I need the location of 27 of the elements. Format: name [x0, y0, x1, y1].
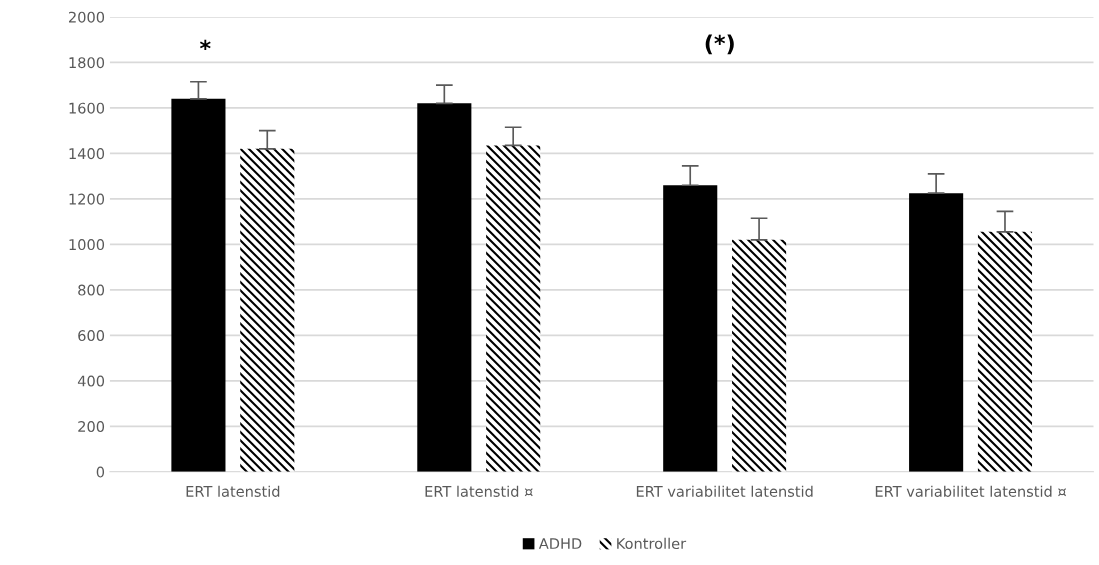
y-tick-label: 1200: [69, 193, 105, 205]
y-tick-label: 1000: [69, 239, 105, 251]
y-tick-label: 400: [77, 375, 105, 387]
legend-label: ADHD: [538, 538, 582, 549]
x-tick-label: ERT latenstid ¤: [425, 485, 533, 497]
y-tick-label: 800: [78, 284, 105, 296]
annotation: (*): [705, 34, 734, 55]
bar: [486, 145, 541, 472]
bar: [240, 148, 295, 472]
bar: [732, 239, 787, 472]
y-tick-label: 1400: [69, 148, 105, 160]
y-tick-label: 1600: [69, 102, 105, 114]
x-tick-label: ERT variabilitet latenstid ¤: [875, 485, 1067, 497]
y-tick-label: 0: [96, 466, 105, 478]
y-tick-label: 1800: [69, 57, 105, 69]
bar: [171, 98, 226, 472]
bar: [417, 103, 472, 472]
y-tick-label: 200: [78, 421, 105, 433]
legend-label: Kontroller: [617, 537, 687, 550]
bar: [663, 185, 718, 472]
bar: [909, 193, 964, 472]
annotation: *: [199, 39, 211, 51]
y-tick-label: 600: [78, 330, 105, 342]
x-tick-label: ERT variabilitet latenstid: [636, 485, 813, 497]
bar: [977, 231, 1033, 472]
y-tick-label: 2000: [68, 11, 105, 23]
x-tick-label: ERT latenstid: [186, 485, 280, 497]
